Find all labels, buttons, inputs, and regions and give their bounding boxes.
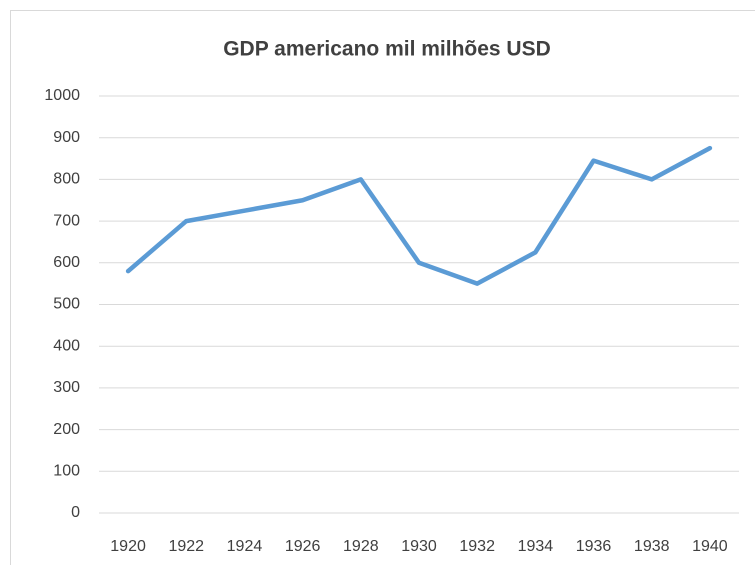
x-tick-label: 1936 bbox=[576, 538, 612, 555]
x-tick-label: 1934 bbox=[518, 538, 554, 555]
y-tick-label: 700 bbox=[53, 212, 80, 229]
x-tick-label: 1932 bbox=[459, 538, 495, 555]
y-tick-label: 1000 bbox=[44, 87, 80, 104]
y-tick-label: 200 bbox=[53, 421, 80, 438]
chart-title: GDP americano mil milhões USD bbox=[223, 38, 551, 61]
y-tick-label: 600 bbox=[53, 254, 80, 271]
y-tick-label: 0 bbox=[71, 504, 80, 521]
y-tick-label: 900 bbox=[53, 129, 80, 146]
x-tick-label: 1926 bbox=[285, 538, 321, 555]
x-tick-label: 1924 bbox=[227, 538, 263, 555]
x-tick-label: 1930 bbox=[401, 538, 437, 555]
x-tick-label: 1928 bbox=[343, 538, 379, 555]
y-tick-label: 800 bbox=[53, 171, 80, 188]
x-tick-label: 1922 bbox=[168, 538, 204, 555]
x-tick-label: 1938 bbox=[634, 538, 670, 555]
x-tick-label: 1940 bbox=[692, 538, 728, 555]
chart-frame bbox=[10, 10, 755, 565]
data-line bbox=[125, 145, 713, 286]
y-tick-label: 100 bbox=[53, 463, 80, 480]
x-tick-label: 1920 bbox=[110, 538, 146, 555]
y-tick-label: 400 bbox=[53, 337, 80, 354]
y-tick-label: 500 bbox=[53, 296, 80, 313]
y-tick-label: 300 bbox=[53, 379, 80, 396]
